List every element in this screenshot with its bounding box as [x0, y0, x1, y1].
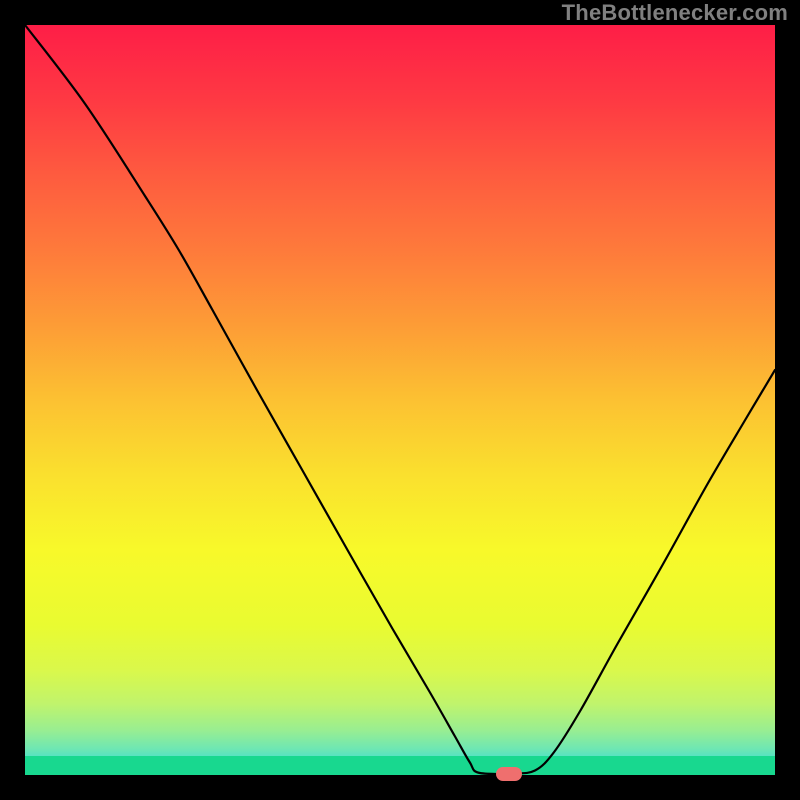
watermark-text: TheBottlenecker.com [562, 0, 788, 26]
bottleneck-chart: TheBottlenecker.com [0, 0, 800, 800]
curve-line [25, 25, 775, 774]
performance-curve [25, 25, 775, 775]
optimal-point-marker [496, 767, 522, 781]
plot-area [25, 25, 775, 775]
